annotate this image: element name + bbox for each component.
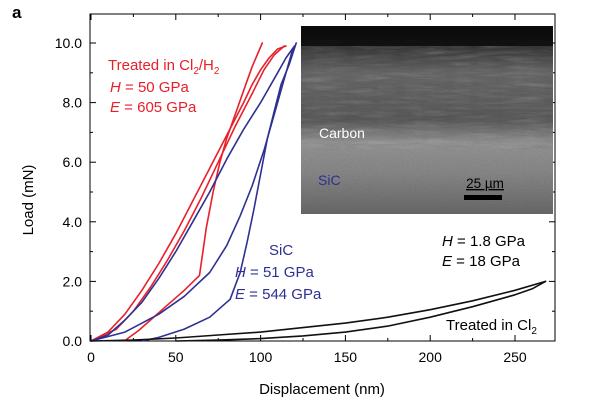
annotation-cl2-h2-title: Treated in Cl2/H2 [108, 57, 220, 77]
annotation-sic-modulus-symbol: E [235, 286, 246, 303]
y-tick-label: 4.0 [63, 214, 83, 230]
annotation-sic-title: SiC [269, 242, 293, 259]
sem-carbon-label: Carbon [319, 125, 365, 141]
annotation-sic-hardness-symbol: H [235, 264, 246, 281]
annotation-cl2-title: Treated in Cl2 [446, 317, 537, 337]
sem-sic-label: SiC [318, 172, 341, 188]
annotation-cl2-h2-hardness-symbol: H [110, 79, 121, 96]
annotation-cl2-title-sub: 2 [531, 326, 537, 337]
x-tick-label: 250 [503, 349, 527, 365]
annotation-sic-modulus: E = 544 GPa [235, 286, 322, 303]
annotation-sic-hardness: H = 51 GPa [235, 264, 314, 281]
series-line-cl2-h2-loading [90, 45, 287, 342]
y-tick-label: 6.0 [63, 154, 83, 170]
y-tick-label: 10.0 [55, 35, 82, 51]
curves-group [90, 42, 547, 342]
annotation-cl2-h2-title-sub2: 2 [214, 66, 220, 77]
annotation-cl2: H = 1.8 GPa E = 18 GPa Treated in Cl2 [442, 233, 537, 337]
annotation-cl2-hardness-value: = 1.8 GPa [453, 233, 526, 250]
series-line-cl2-h2-unloading [124, 42, 264, 342]
series-line-sic-unloading [141, 42, 297, 342]
sem-scale-label: 25 µm [466, 176, 504, 191]
annotation-cl2-hardness-symbol: H [442, 233, 453, 250]
annotation-cl2-h2-modulus-value: = 605 GPa [120, 99, 197, 116]
sem-inset: Carbon SiC 25 µm [301, 26, 553, 214]
plot-frame [89, 13, 556, 342]
sem-scale-bar [464, 195, 502, 200]
annotation-cl2-h2-title-part2: /H [199, 57, 214, 74]
annotation-cl2-h2: Treated in Cl2/H2 H = 50 GPa E = 605 GPa [108, 57, 220, 116]
annotation-cl2-modulus-symbol: E [442, 253, 453, 270]
y-tick-label: 0.0 [63, 333, 83, 349]
annotation-cl2-h2-title-part1: Treated in Cl [108, 57, 193, 74]
annotation-cl2-h2-modulus: E = 605 GPa [110, 99, 197, 116]
x-tick-label: 100 [249, 349, 273, 365]
annotation-cl2-modulus-value: = 18 GPa [452, 253, 521, 270]
x-tick-label: 0 [87, 349, 95, 365]
x-tick-label: 50 [168, 349, 184, 365]
sem-inset-dark-top [301, 26, 553, 46]
annotation-sic-hardness-value: = 51 GPa [246, 264, 315, 281]
series-line-sic-loading-b [90, 48, 294, 342]
y-axis-title: Load (mN) [20, 165, 37, 236]
series-line-cl2-loading [90, 280, 547, 342]
x-tick-label: 200 [419, 349, 443, 365]
y-axis-ticks: 0.0 2.0 4.0 6.0 8.0 10.0 [55, 35, 555, 349]
annotation-cl2-title-text: Treated in Cl [446, 317, 531, 334]
annotation-cl2-h2-hardness: H = 50 GPa [110, 79, 189, 96]
annotation-cl2-h2-hardness-value: = 50 GPa [121, 79, 190, 96]
x-axis-title: Displacement (nm) [259, 381, 385, 398]
y-tick-label: 2.0 [63, 273, 83, 289]
x-tick-label: 150 [334, 349, 358, 365]
annotation-cl2-h2-title-sub1: 2 [193, 66, 199, 77]
annotation-sic-modulus-value: = 544 GPa [245, 286, 322, 303]
annotation-cl2-modulus: E = 18 GPa [442, 253, 521, 270]
series-line-sic-loading [90, 45, 296, 342]
series-line-cl2-unloading [175, 280, 547, 342]
x-axis-ticks: 0 50 100 150 200 250 [87, 14, 527, 365]
panel-label: a [12, 3, 22, 22]
annotation-cl2-h2-modulus-symbol: E [110, 99, 121, 116]
sem-inset-fiber-texture [301, 40, 553, 150]
annotation-cl2-hardness: H = 1.8 GPa [442, 233, 526, 250]
annotation-sic: SiC H = 51 GPa E = 544 GPa [235, 242, 322, 303]
y-tick-label: 8.0 [63, 95, 83, 111]
